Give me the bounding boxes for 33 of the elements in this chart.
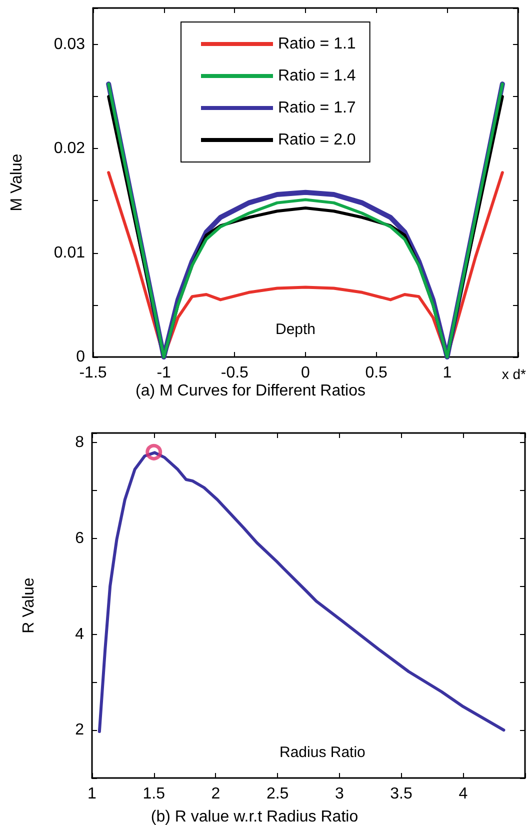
x-tick-label: 2.5 — [266, 786, 289, 802]
x-tick-label: -1.5 — [79, 364, 107, 382]
y-tick-label: 4 — [75, 626, 84, 643]
x-tick-label: 3 — [334, 786, 344, 802]
legend-label: Ratio = 1.1 — [278, 36, 356, 52]
x-tick-label: 1.5 — [142, 786, 166, 802]
x-tick-label: -0.5 — [220, 364, 249, 382]
line-series — [98, 451, 506, 734]
legend-label: Ratio = 1.4 — [278, 68, 356, 84]
y-tick-label: 0.02 — [54, 140, 86, 158]
x-axis-title: x d* — [502, 366, 527, 382]
x-tick-label: 1 — [442, 364, 452, 382]
x-tick-label: 0 — [301, 364, 310, 382]
y-tick-label: 6 — [75, 530, 84, 547]
y-tick-label: 0.01 — [54, 244, 86, 262]
y-axis-title: R Value — [20, 578, 38, 634]
text: (b) R value w.r.t Radius Ratio — [150, 808, 358, 825]
x-tick-label: 0.5 — [365, 364, 388, 382]
y-tick-label: 8 — [75, 434, 84, 452]
legend-label: Ratio = 1.7 — [278, 100, 356, 116]
x-tick-label: 3.5 — [390, 786, 413, 802]
text: (a) M Curves for Different Ratios — [136, 382, 366, 400]
x-tick-label: 4 — [458, 786, 468, 802]
x-tick-label: -1 — [156, 364, 172, 382]
y-axis-title: M Value — [8, 154, 26, 212]
legend-label: Ratio = 2.0 — [278, 132, 356, 148]
annotation: Radius Ratio — [279, 744, 366, 761]
annotation: Depth — [276, 321, 316, 338]
y-tick-label: 2 — [75, 722, 84, 739]
y-tick-label: 0.03 — [54, 36, 86, 53]
x-tick-label: 1 — [88, 786, 97, 802]
x-tick-label: 2 — [211, 786, 220, 802]
y-tick-label: 0 — [76, 348, 86, 366]
